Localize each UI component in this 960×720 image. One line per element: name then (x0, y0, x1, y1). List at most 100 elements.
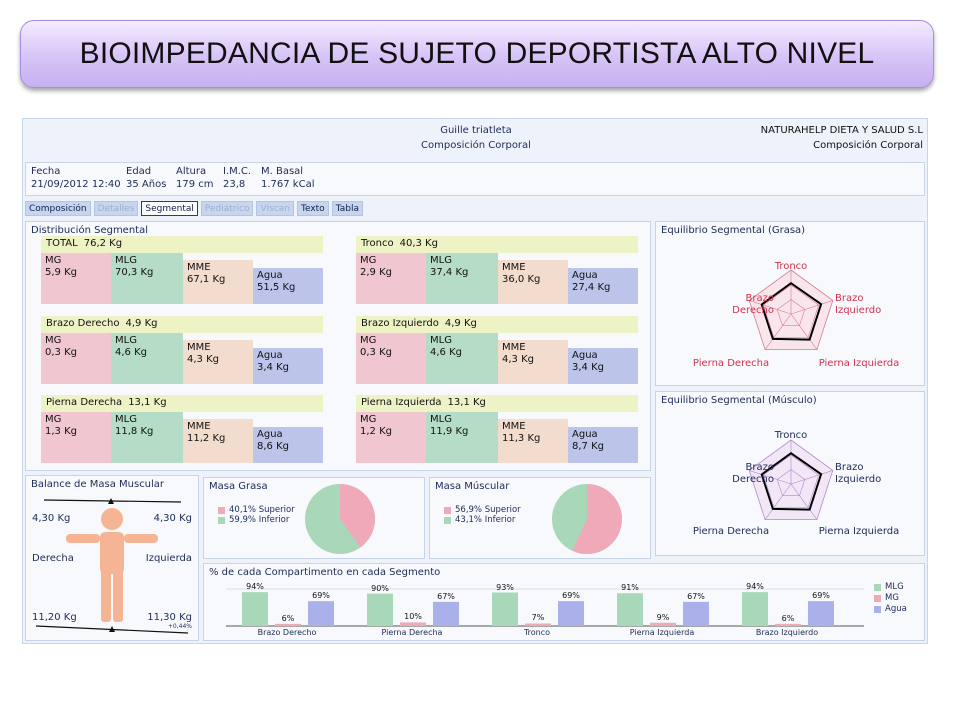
segment-mme-box: MME 4,3 Kg (498, 340, 568, 384)
info-basal-value: 1.767 kCal (261, 178, 315, 190)
slide-title-bar: BIOIMPEDANCIA DE SUJETO DEPORTISTA ALTO … (20, 20, 934, 88)
fat-radar-data-polygon (760, 281, 823, 341)
tab-texto[interactable]: Texto (296, 201, 329, 216)
bar-agua-0 (308, 601, 334, 626)
mg-value: 1,2 Kg (360, 426, 392, 437)
fat-radar-label-brazo-izquierdo: Brazo Izquierdo (835, 293, 882, 316)
bar-legend-mlg: MLG (874, 582, 904, 592)
pink-swatch (444, 506, 451, 514)
fat-mass-title: Masa Grasa (209, 481, 268, 492)
segment-total: 4,9 Kg (444, 318, 477, 329)
mme-label: MME (187, 262, 211, 273)
info-basal-label: M. Basal (261, 166, 304, 177)
segment-agua-box: Agua 3,4 Kg (253, 348, 323, 384)
fat-radar-label-pierna-izquierda: Pierna Izquierda (818, 358, 900, 369)
agua-value: 3,4 Kg (257, 362, 289, 373)
segment-mme-box: MME 36,0 Kg (498, 260, 568, 304)
info-date-value: 21/09/2012 12:40 (31, 178, 121, 190)
balance-side-right-label: Izquierda (145, 553, 192, 564)
info-age: Edad 35 Años (126, 166, 166, 191)
agua-label: Agua (257, 350, 283, 361)
fat-mass-superior-label: 40,1% Superior (229, 505, 295, 515)
info-basal: M. Basal 1.767 kCal (261, 166, 315, 191)
bar-value-label-mlg-3: 91% (621, 583, 639, 593)
agua-label: Agua (572, 270, 598, 281)
segment-name: Brazo Derecho (46, 318, 120, 329)
segment-total: 40,3 Kg (399, 238, 438, 249)
agua-label: Agua (572, 350, 598, 361)
bar-value-label-agua-3: 67% (687, 591, 705, 601)
segment-block-tronco: Tronco 40,3 Kg MG 2,9 Kg MLG 37,4 Kg MME 36,0 K… (356, 236, 638, 304)
segment-total: 13,1 Kg (447, 397, 486, 408)
bar-agua-4 (808, 601, 834, 626)
bar-mlg-1 (367, 593, 393, 626)
muscle-radar-spoke-4 (749, 470, 792, 485)
agua-value: 8,7 Kg (572, 441, 604, 452)
bar-agua-3 (683, 601, 709, 626)
tab-pediatrico[interactable]: Pediátrico (200, 201, 254, 216)
agua-value: 27,4 Kg (572, 282, 611, 293)
bar-value-label-mg-1: 10% (404, 612, 422, 622)
segment-header: Brazo Derecho 4,9 Kg (41, 316, 323, 333)
muscle-mass-superior-label: 56,9% Superior (455, 505, 521, 515)
compartment-chart-panel: % de cada Compartimento en cada Segmento… (203, 563, 925, 641)
mme-label: MME (502, 262, 526, 273)
tab-viscan[interactable]: Víscan (256, 201, 294, 216)
tab-composicion[interactable]: Composición (25, 201, 91, 216)
bar-value-label-mg-4: 6% (781, 613, 795, 623)
agua-value: 3,4 Kg (572, 362, 604, 373)
info-height-value: 179 cm (176, 178, 214, 190)
fat-radar-label-brazo-derecho: Brazo Derecho (732, 293, 774, 316)
mme-label: MME (187, 421, 211, 432)
company-name: NATURAHELP DIETA Y SALUD S.L (760, 125, 923, 136)
bar-mg-1 (400, 622, 426, 626)
info-bmi: I.M.C. 23,8 (223, 166, 251, 191)
bar-value-label-agua-4: 69% (812, 591, 830, 601)
bar-agua-1 (433, 601, 459, 626)
mg-label: MG (45, 414, 62, 425)
segment-total: 76,2 Kg (83, 238, 123, 249)
agua-value: 8,6 Kg (257, 441, 289, 452)
segment-agua-box: Agua 3,4 Kg (568, 348, 638, 384)
muscle-radar-label-pierna-izquierda: Pierna Izquierda (818, 526, 900, 537)
bar-value-label-mlg-4: 94% (746, 582, 764, 592)
segment-block-pierna-derecha: Pierna Derecha 13,1 Kg MG 1,3 Kg MLG 11,8 Kg M… (41, 395, 323, 463)
tab-segmental[interactable]: Segmental (141, 201, 198, 216)
segment-mme-box: MME 67,1 Kg (183, 260, 253, 304)
segment-header: Pierna Izquierda 13,1 Kg (356, 395, 638, 412)
mg-label: MG (360, 335, 377, 346)
info-age-label: Edad (126, 166, 152, 177)
muscle-radar-label-brazo-derecho: Brazo Derecho (732, 462, 774, 485)
bar-mg-2 (525, 623, 551, 626)
mlg-value: 11,8 Kg (115, 426, 154, 437)
bar-mg-0 (275, 623, 301, 626)
report-subtitle: Composición Corporal (421, 140, 531, 151)
segment-block-pierna-izquierda: Pierna Izquierda 13,1 Kg MG 1,2 Kg MLG 11,9 K… (356, 395, 638, 463)
segment-name: TOTAL (46, 238, 78, 249)
mg-value: 5,9 Kg (45, 267, 77, 278)
bar-category-label-4: Brazo Izquierdo (755, 628, 819, 637)
bar-mg-3 (650, 622, 676, 626)
tab-detalles[interactable]: Detalles (93, 201, 139, 216)
muscle-balance-panel: Equilibrio Segmental (Músculo) Tronco Br… (655, 391, 925, 556)
fat-radar-spoke-3 (764, 313, 792, 350)
bar-mlg-0 (242, 592, 268, 626)
mme-value: 67,1 Kg (187, 274, 226, 285)
segment-mlg-box: MLG 11,9 Kg (426, 412, 498, 463)
fat-mass-legend-superior: 40,1% Superior (218, 505, 295, 515)
muscle-radar-label-brazo-izquierdo: Brazo Izquierdo (835, 462, 882, 485)
balance-lower-left-value: 11,20 Kg (32, 612, 77, 623)
agua-label: Agua (257, 429, 283, 440)
mlg-label: MLG (430, 414, 452, 425)
bar-legend-mlg-label: MLG (885, 582, 904, 592)
bar-category-label-1: Pierna Derecha (381, 628, 443, 637)
segment-mg-box: MG 5,9 Kg (41, 253, 111, 304)
mlg-label: MLG (115, 255, 137, 266)
mg-value: 0,3 Kg (360, 347, 392, 358)
fat-radar-spoke-4 (749, 300, 792, 315)
muscle-mass-pie (552, 484, 622, 554)
info-age-value: 35 Años (126, 178, 167, 190)
segment-header: Brazo Izquierdo 4,9 Kg (356, 316, 638, 333)
tab-tabla[interactable]: Tabla (331, 201, 363, 216)
mme-label: MME (187, 342, 211, 353)
